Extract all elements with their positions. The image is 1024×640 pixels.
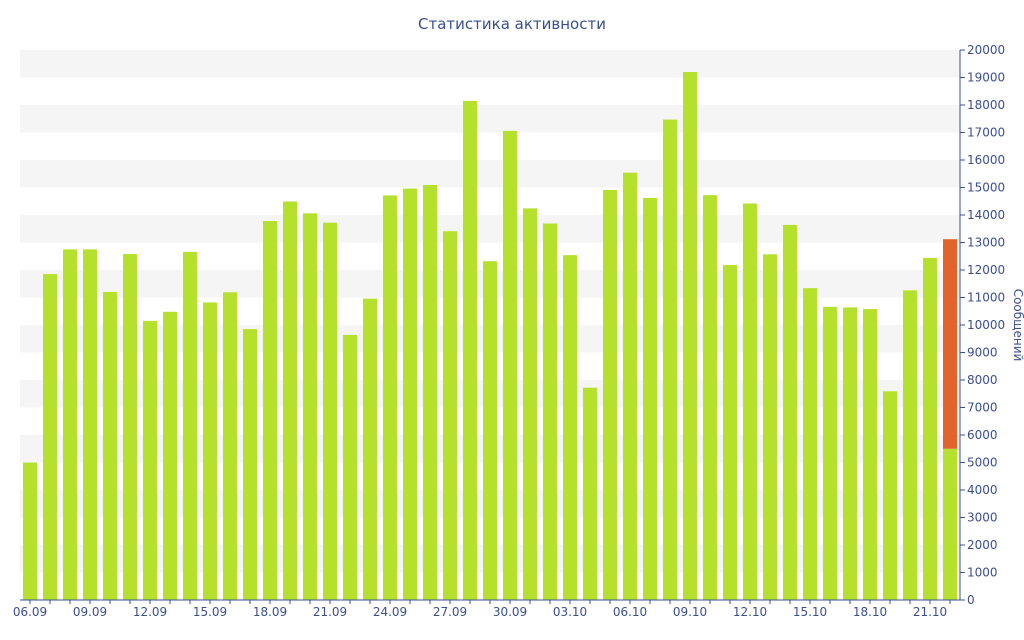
y-tick-label: 10000	[967, 318, 1005, 332]
y-tick-label: 4000	[967, 483, 998, 497]
bar	[623, 172, 637, 600]
x-tick-label: 06.10	[613, 605, 647, 619]
x-tick-label: 03.10	[553, 605, 587, 619]
bar	[183, 251, 197, 600]
bar	[343, 334, 357, 600]
bar	[583, 387, 597, 600]
bars	[23, 72, 957, 601]
y-axis-label: Сообщений	[1011, 289, 1024, 362]
bar	[423, 185, 437, 600]
bar	[523, 208, 537, 600]
x-tick-label: 18.09	[253, 605, 287, 619]
grid-band	[20, 160, 960, 188]
bar	[43, 274, 57, 600]
y-tick-label: 11000	[967, 291, 1005, 305]
x-tick-label: 09.10	[673, 605, 707, 619]
bar	[203, 302, 217, 600]
bar	[863, 309, 877, 600]
grid-band	[20, 105, 960, 133]
x-tick-label: 21.10	[913, 605, 947, 619]
bar	[663, 119, 677, 600]
y-tick-label: 20000	[967, 43, 1005, 57]
bar	[483, 261, 497, 600]
bar	[903, 290, 917, 600]
bar	[883, 391, 897, 600]
bar	[163, 311, 177, 600]
y-tick-label: 6000	[967, 428, 998, 442]
y-tick-label: 3000	[967, 511, 998, 525]
bar	[303, 213, 317, 600]
bar	[63, 249, 77, 600]
bar	[223, 292, 237, 600]
y-tick-label: 14000	[967, 208, 1005, 222]
x-tick-label: 21.09	[313, 605, 347, 619]
bar	[923, 257, 937, 600]
bar	[83, 249, 97, 600]
y-tick-label: 17000	[967, 126, 1005, 140]
x-tick-label: 30.09	[493, 605, 527, 619]
bar	[103, 292, 117, 600]
bar	[323, 222, 337, 600]
chart-title: Статистика активности	[418, 15, 606, 33]
bar	[563, 255, 577, 600]
y-tick-label: 12000	[967, 263, 1005, 277]
bar	[843, 307, 857, 600]
bar-overlay	[943, 239, 957, 449]
bar	[643, 197, 657, 600]
y-tick-label: 9000	[967, 346, 998, 360]
bar	[383, 195, 397, 600]
y-tick-label: 13000	[967, 236, 1005, 250]
y-tick-label: 8000	[967, 373, 998, 387]
bar	[543, 223, 557, 600]
x-tick-label: 12.09	[133, 605, 167, 619]
x-tick-label: 12.10	[733, 605, 767, 619]
grid-band	[20, 215, 960, 243]
bar	[263, 221, 277, 601]
bar	[123, 254, 137, 601]
bar	[403, 188, 417, 600]
bar	[703, 195, 717, 600]
bar	[763, 254, 777, 600]
y-tick-label: 19000	[967, 71, 1005, 85]
bar	[443, 231, 457, 600]
x-tick-label: 09.09	[73, 605, 107, 619]
y-tick-label: 0	[967, 593, 975, 607]
bar	[823, 306, 837, 600]
x-tick-label: 27.09	[433, 605, 467, 619]
y-tick-label: 18000	[967, 98, 1005, 112]
x-axis: 06.09 09.09 12.09 15.09 18.09 21.09 24.09 27.09…	[13, 599, 960, 619]
bar	[463, 100, 477, 600]
bar	[503, 130, 517, 600]
x-tick-label: 06.09	[13, 605, 47, 619]
y-tick-label: 7000	[967, 401, 998, 415]
bar	[783, 224, 797, 600]
x-tick-label: 15.10	[793, 605, 827, 619]
grid-band	[20, 50, 960, 78]
bar	[723, 265, 737, 600]
bar	[803, 288, 817, 600]
bar	[743, 203, 757, 600]
bar	[23, 462, 37, 600]
bar	[283, 201, 297, 600]
y-tick-label: 1000	[967, 566, 998, 580]
y-tick-label: 15000	[967, 181, 1005, 195]
bar	[243, 329, 257, 600]
bar	[143, 320, 157, 600]
bar	[363, 298, 377, 600]
y-axis: 0 1000 2000 3000 4000 5000 6000 7000 8000 9000 100…	[959, 43, 1005, 607]
bar	[943, 448, 957, 600]
bar	[603, 189, 617, 600]
x-tick-label: 15.09	[193, 605, 227, 619]
bar	[683, 72, 697, 600]
y-tick-label: 5000	[967, 456, 998, 470]
x-tick-label: 18.10	[853, 605, 887, 619]
y-tick-label: 16000	[967, 153, 1005, 167]
y-tick-label: 2000	[967, 538, 998, 552]
x-tick-label: 24.09	[373, 605, 407, 619]
